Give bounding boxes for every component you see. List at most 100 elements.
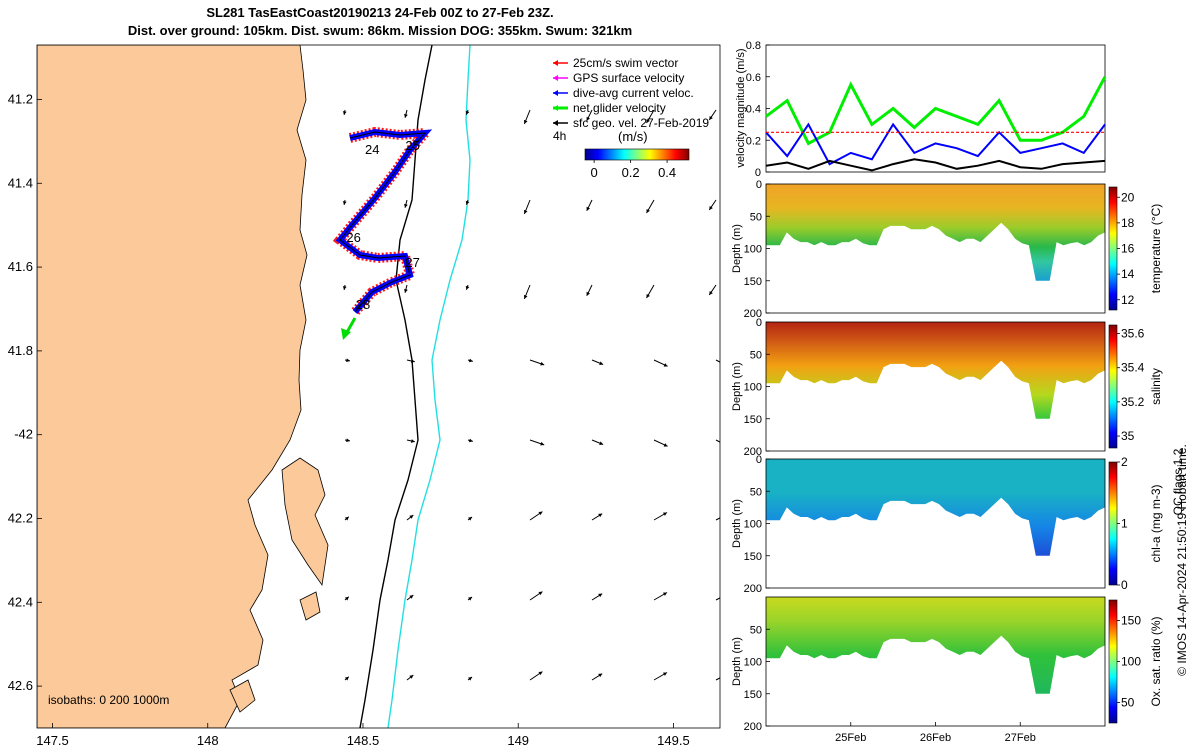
section-ylabel: Depth (m)	[731, 637, 743, 686]
legend-4h-label: 4h	[553, 129, 566, 143]
legend-label: GPS surface velocity	[573, 71, 684, 85]
colorbar-tick-label: 150	[1121, 614, 1141, 628]
velocity-arrow	[591, 513, 603, 521]
colorbar-tick-label: 50	[1121, 696, 1135, 710]
net-velocity-arrowhead	[341, 328, 351, 340]
velocity-arrow	[591, 593, 603, 601]
velocity-tick-label: 0	[755, 167, 761, 179]
lon-tick-label: 148	[197, 733, 219, 748]
depth-tick-label: 50	[750, 624, 762, 636]
speed-colorbar	[584, 148, 690, 161]
small-island	[229, 679, 256, 713]
velocity-arrow	[529, 359, 545, 366]
section-ylabel: Depth (m)	[731, 499, 743, 548]
velocity-arrow	[344, 596, 350, 601]
section-panel-temperature: 0 50 100 150 200 Depth (m) 12 14 16 18 20 temperatu…	[731, 179, 1163, 320]
day-label: 25	[405, 138, 419, 153]
day-labels: 24 25 26 27 28	[346, 138, 419, 312]
lat-tick-label: 42.6	[8, 678, 33, 693]
velocity-arrow	[344, 438, 351, 443]
velocity-tick-label: 0.8	[746, 40, 761, 52]
tasmania-land	[37, 45, 308, 728]
velocity-arrow	[653, 359, 668, 367]
depth-tick-label: 0	[756, 179, 762, 191]
lon-tick-label: 148.5	[347, 733, 380, 748]
velocity-arrow	[467, 596, 473, 601]
speed-colorbar-label: (m/s)	[618, 129, 648, 144]
section-colorbar	[1108, 461, 1118, 586]
speed-colorbar-ticks: 0 0.2 0.4	[591, 160, 676, 180]
colorbar-tick-label: 100	[1121, 655, 1141, 669]
speed-tick-label: 0.2	[622, 165, 640, 180]
velocity-arrow	[646, 199, 655, 214]
colorbar-tick-label: 35.4	[1121, 361, 1145, 375]
velocity-arrow	[653, 672, 668, 681]
isobath-200m	[359, 45, 433, 728]
velocity-arrow	[342, 199, 347, 206]
velocity-arrow	[529, 671, 543, 681]
depth-tick-label: 200	[744, 446, 762, 458]
velocity-arrow	[715, 677, 720, 681]
velocity-arrow	[467, 676, 473, 681]
colorbar-label: Ox. sat. ratio (%)	[1149, 616, 1163, 706]
depth-tick-label: 150	[744, 276, 762, 288]
velocity-arrow	[646, 109, 655, 124]
section-panel-salinity: 0 50 100 150 200 Depth (m) 35 35.2 35.4 35.6 salin…	[731, 317, 1163, 458]
qc-note: QC flags 1 2	[1171, 448, 1185, 515]
velocity-arrow	[591, 673, 603, 681]
map-frame	[36, 44, 721, 729]
speed-tick-label: 0	[591, 165, 598, 180]
legend-entry: net glider velocity	[553, 101, 666, 115]
velocity-arrow	[529, 591, 543, 601]
legend-entry: sfc geo. vel. 27-Feb-2019	[553, 116, 709, 130]
velocity-arrow	[406, 439, 415, 443]
lat-tick-label: -42	[14, 427, 33, 442]
lat-tick-label: 42.4	[8, 594, 33, 609]
legend-swatch-head	[553, 105, 558, 111]
colorbar-tick-label: 14	[1121, 267, 1135, 281]
section-data	[766, 184, 1105, 281]
depth-tick-label: 100	[744, 382, 762, 394]
lon-tick-label: 147.5	[36, 733, 69, 748]
depth-tick-label: 100	[744, 519, 762, 531]
velocity-arrow	[404, 284, 408, 293]
depth-tick-label: 150	[744, 689, 762, 701]
lat-tick-label: 41.2	[8, 91, 33, 106]
figure-title-line1: SL281 TasEastCoast20190213 24-Feb 00Z to…	[206, 5, 554, 20]
velocity-arrow	[406, 674, 414, 681]
colorbar-label: temperature (°C)	[1149, 204, 1163, 294]
velocity-arrow	[523, 199, 531, 215]
velocity-arrow	[708, 109, 717, 121]
colorbar-label: salinity	[1149, 368, 1163, 405]
time-tick-label: 25Feb	[835, 732, 866, 744]
isobath-1000m	[387, 45, 471, 728]
section-ylabel: Depth (m)	[731, 224, 743, 273]
legend-label: sfc geo. vel. 27-Feb-2019	[573, 116, 709, 130]
time-axis: 25Feb 26Feb 27Feb	[835, 722, 1036, 744]
legend-swatch-head	[553, 75, 558, 81]
depth-tick-label: 150	[744, 551, 762, 563]
depth-tick-label: 150	[744, 414, 762, 426]
depth-tick-label: 100	[744, 657, 762, 669]
surface-geostrophic-velocity-arrows	[342, 109, 720, 681]
lat-tick-label: 41.6	[8, 259, 33, 274]
legend-swatch-head	[553, 60, 558, 66]
legend-entry: dive-avg current veloc.	[553, 86, 694, 100]
velocity-arrow	[342, 284, 347, 291]
legend-swatch-head	[553, 120, 558, 126]
velocity-arrow	[591, 439, 604, 445]
velocity-arrow	[404, 199, 408, 208]
velocity-arrow	[465, 109, 470, 115]
colorbar-label: chl-a (mg m-3)	[1149, 484, 1163, 562]
velocity-arrow	[708, 199, 717, 211]
colorbar-tick-label: 35	[1121, 429, 1135, 443]
colorbar-tick-label: 2	[1121, 455, 1128, 469]
velocity-arrow	[715, 597, 720, 601]
day-label: 24	[365, 142, 379, 157]
map-longitude-ticks: 147.5 148 148.5 149 149.5	[36, 723, 690, 748]
legend-label: net glider velocity	[573, 101, 666, 115]
lat-tick-label: 41.8	[8, 343, 33, 358]
velocity-arrow	[342, 109, 347, 116]
colorbar-tick-label: 18	[1121, 216, 1135, 230]
